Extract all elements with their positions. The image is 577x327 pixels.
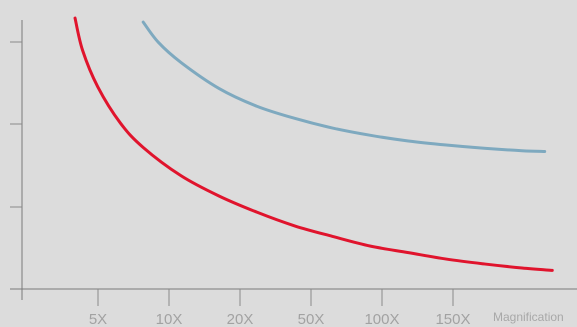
series-lines [73, 16, 554, 272]
red-series-line [73, 16, 554, 272]
x-tick-label: 20X [227, 311, 254, 327]
x-tick-label: 10X [156, 311, 183, 327]
axes [10, 20, 577, 300]
x-tick-label: 150X [435, 311, 470, 327]
x-tick-label: 5X [89, 311, 107, 327]
x-axis-title: Magnification [493, 310, 564, 324]
x-tick-label: 50X [298, 311, 325, 327]
x-tick-label: 100X [364, 311, 399, 327]
blue-series-line [141, 20, 547, 153]
y-ticks [10, 41, 22, 208]
x-ticks: 5X 10X 20X 50X 100X 150X [89, 289, 471, 327]
